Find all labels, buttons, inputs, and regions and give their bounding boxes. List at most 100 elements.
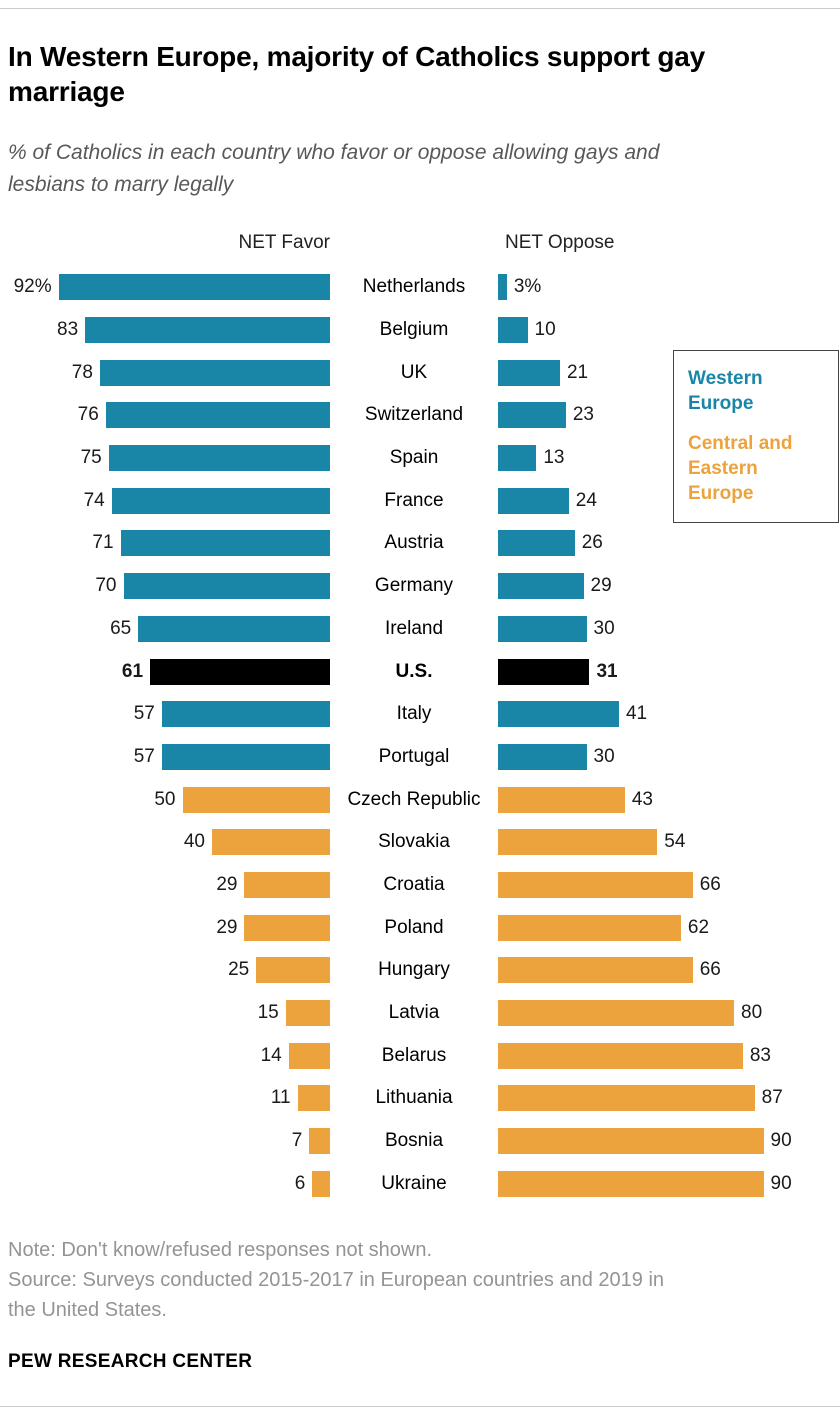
favor-zone: 40 xyxy=(0,829,330,856)
oppose-bar xyxy=(498,1128,764,1155)
oppose-zone: 31 xyxy=(498,658,840,685)
country-label: Ireland xyxy=(384,617,444,639)
oppose-bar xyxy=(498,445,537,472)
country-label: Ukraine xyxy=(381,1172,447,1194)
favor-bar xyxy=(111,487,330,514)
chart-row: 76 Switzerland 23 xyxy=(0,394,840,437)
oppose-value: 10 xyxy=(534,319,556,341)
favor-value: 6 xyxy=(294,1172,306,1194)
favor-zone: 71 xyxy=(0,530,330,557)
favor-bar xyxy=(161,701,330,728)
oppose-value: 87 xyxy=(761,1087,783,1109)
favor-bar xyxy=(244,871,330,898)
oppose-bar xyxy=(498,658,590,685)
favor-value: 50 xyxy=(154,788,176,810)
oppose-bar xyxy=(498,317,528,344)
country-zone: Portugal xyxy=(330,746,498,768)
oppose-value: 24 xyxy=(575,489,597,511)
brand-label: PEW RESEARCH CENTER xyxy=(8,1351,253,1373)
favor-value: 11 xyxy=(270,1087,291,1109)
oppose-zone: 54 xyxy=(498,829,840,856)
favor-bar xyxy=(244,914,330,941)
favor-bar xyxy=(120,530,330,557)
country-zone: Ireland xyxy=(330,618,498,640)
country-label: Slovakia xyxy=(378,831,450,853)
favor-bar xyxy=(212,829,330,856)
oppose-bar xyxy=(498,573,584,600)
favor-zone: 15 xyxy=(0,1000,330,1027)
country-label: Germany xyxy=(374,575,454,597)
favor-zone: 74 xyxy=(0,487,330,514)
favor-bar xyxy=(288,1042,330,1069)
oppose-zone: 21 xyxy=(498,359,840,386)
country-zone: Austria xyxy=(330,532,498,554)
favor-bar xyxy=(309,1128,330,1155)
favor-zone: 11 xyxy=(0,1085,330,1112)
oppose-zone: 29 xyxy=(498,573,840,600)
favor-zone: 83 xyxy=(0,317,330,344)
oppose-zone: 83 xyxy=(498,1042,840,1069)
oppose-value: 23 xyxy=(572,404,594,426)
country-label: Lithuania xyxy=(375,1087,453,1109)
favor-value: 29 xyxy=(216,916,238,938)
favor-bar xyxy=(161,743,330,770)
oppose-value: 66 xyxy=(699,873,721,895)
chart-row: 83 Belgium 10 xyxy=(0,309,840,352)
favor-bar xyxy=(108,445,330,472)
oppose-bar xyxy=(498,829,658,856)
oppose-zone: 23 xyxy=(498,402,840,429)
page-title: In Western Europe, majority of Catholics… xyxy=(8,41,705,107)
favor-zone: 65 xyxy=(0,615,330,642)
favor-value: 65 xyxy=(110,617,132,639)
oppose-value: 29 xyxy=(590,575,612,597)
oppose-bar xyxy=(498,487,569,514)
favor-bar xyxy=(297,1085,330,1112)
oppose-bar xyxy=(498,1000,734,1027)
oppose-zone: 90 xyxy=(498,1128,840,1155)
favor-bar xyxy=(99,359,330,386)
favor-zone: 50 xyxy=(0,786,330,813)
country-zone: Belgium xyxy=(330,319,498,341)
favor-bar xyxy=(138,615,330,642)
chart-rows: 92% Netherlands 3% 83 Belgium 10 78 UK 21 76 Switz… xyxy=(0,266,840,1205)
oppose-zone: 43 xyxy=(498,786,840,813)
country-zone: Italy xyxy=(330,703,498,725)
favor-zone: 78 xyxy=(0,359,330,386)
favor-value: 40 xyxy=(183,831,205,853)
favor-zone: 14 xyxy=(0,1042,330,1069)
country-label: Spain xyxy=(389,447,439,469)
oppose-zone: 87 xyxy=(498,1085,840,1112)
oppose-zone: 30 xyxy=(498,615,840,642)
oppose-bar xyxy=(498,1042,743,1069)
column-headers: NET Favor NET Oppose xyxy=(0,232,840,254)
oppose-value: 13 xyxy=(543,447,565,469)
oppose-value: 62 xyxy=(687,916,710,938)
country-label: Belarus xyxy=(381,1044,447,1066)
oppose-value: 41 xyxy=(625,703,648,725)
country-zone: Netherlands xyxy=(330,276,498,298)
country-zone: Ukraine xyxy=(330,1173,498,1195)
oppose-value: 21 xyxy=(566,361,589,383)
top-rule xyxy=(0,8,840,9)
country-label: Poland xyxy=(384,916,444,938)
favor-value: 76 xyxy=(77,404,99,426)
oppose-bar xyxy=(498,786,625,813)
favor-zone: 29 xyxy=(0,914,330,941)
oppose-zone: 13 xyxy=(498,445,840,472)
favor-bar xyxy=(123,573,330,600)
chart-row: 25 Hungary 66 xyxy=(0,949,840,992)
favor-value: 14 xyxy=(260,1044,282,1066)
oppose-bar xyxy=(498,530,575,557)
oppose-zone: 26 xyxy=(498,530,840,557)
oppose-bar xyxy=(498,359,560,386)
oppose-bar xyxy=(498,914,681,941)
favor-value: 61 xyxy=(121,660,144,682)
chart-subtitle: % of Catholics in each country who favor… xyxy=(8,141,660,196)
chart-row: 57 Portugal 30 xyxy=(0,736,840,779)
country-zone: Switzerland xyxy=(330,404,498,426)
country-zone: Bosnia xyxy=(330,1130,498,1152)
chart-row: 75 Spain 13 xyxy=(0,437,840,480)
oppose-zone: 3% xyxy=(498,274,840,301)
country-label: Hungary xyxy=(378,959,450,981)
